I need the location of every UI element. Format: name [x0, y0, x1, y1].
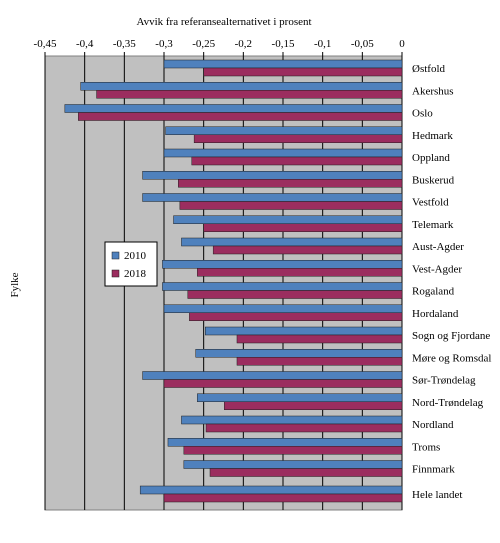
bar-2018-13 — [236, 357, 403, 366]
bar-2010-5 — [142, 171, 403, 180]
bar-2018-10 — [187, 290, 403, 299]
bar-2010-16 — [181, 415, 403, 425]
category-label: Akershus — [412, 85, 454, 97]
bar-2018-6 — [179, 201, 403, 210]
bar-2018-0 — [203, 67, 403, 77]
bar-2018-11 — [189, 312, 403, 321]
y-axis-title: Fylke — [9, 272, 21, 297]
bar-2018-7 — [203, 223, 403, 232]
category-label: Oppland — [412, 152, 450, 164]
category-label: Nord-Trøndelag — [412, 397, 484, 409]
category-label: Rogaland — [412, 286, 455, 298]
category-label: Hedmark — [412, 130, 453, 142]
bar-2010-10 — [162, 282, 403, 291]
bar-2018-17 — [183, 446, 403, 455]
category-label: Hordaland — [412, 308, 459, 320]
legend-label-2010: 2010 — [124, 250, 147, 262]
bar-2010-2 — [64, 104, 403, 113]
category-label: Troms — [412, 441, 440, 453]
bar-2010-19 — [139, 485, 403, 495]
category-label: Telemark — [412, 219, 454, 231]
x-tick-label: -0,4 — [76, 38, 94, 50]
category-label: Sogn og Fjordane — [412, 330, 490, 342]
x-tick-label: -0,45 — [34, 38, 57, 50]
legend-swatch-2018 — [111, 269, 120, 278]
bar-2010-9 — [162, 260, 403, 269]
bar-2010-6 — [142, 193, 403, 202]
bar-2010-0 — [163, 59, 403, 69]
x-tick-label: -0,25 — [192, 38, 215, 50]
legend: 2010 2018 — [104, 241, 158, 287]
bar-2010-4 — [163, 148, 403, 158]
category-label: Oslo — [412, 108, 433, 120]
bar-2010-3 — [165, 126, 403, 135]
x-tick-label: 0 — [399, 38, 405, 50]
x-tick-label: -0,05 — [351, 38, 374, 50]
bar-2018-8 — [212, 245, 403, 255]
x-tick-label: -0,15 — [272, 38, 295, 50]
x-tick-label: -0,2 — [235, 38, 252, 50]
category-label: Aust-Agder — [412, 241, 464, 253]
x-axis-ticks: -0,45 -0,4 -0,35 -0,3 -0,25 -0,2 -0,15 -0,1 -0,0… — [34, 38, 405, 56]
bar-2010-17 — [167, 438, 403, 447]
bars — [64, 59, 403, 503]
category-label: Nordland — [412, 419, 454, 431]
bar-2018-9 — [197, 268, 403, 277]
category-label: Vestfold — [412, 197, 449, 209]
bar-2018-4 — [191, 156, 403, 166]
bar-2010-11 — [163, 304, 403, 313]
bar-2010-1 — [80, 82, 403, 91]
category-label: Østfold — [412, 63, 446, 75]
bar-2018-12 — [236, 334, 403, 344]
bar-2010-14 — [142, 371, 403, 380]
category-label: Finnmark — [412, 464, 455, 476]
x-tick-label: -0,1 — [314, 38, 331, 50]
bar-2010-15 — [197, 393, 403, 402]
bar-2010-12 — [205, 326, 403, 336]
bar-2018-14 — [163, 379, 403, 388]
category-label: Sør-Trøndelag — [412, 375, 476, 387]
category-labels: Østfold Akershus Oslo Hedmark Oppland Buskeru… — [412, 63, 491, 501]
category-label: Møre og Romsdal — [412, 352, 491, 364]
bar-2018-16 — [205, 423, 403, 433]
x-tick-label: -0,35 — [113, 38, 136, 50]
legend-label-2018: 2018 — [124, 268, 147, 280]
category-label: Buskerud — [412, 174, 455, 186]
bar-2010-13 — [195, 349, 403, 358]
bar-2018-15 — [224, 401, 403, 410]
bar-2018-5 — [178, 179, 403, 188]
bar-2010-8 — [181, 237, 403, 247]
bar-2010-18 — [183, 460, 403, 469]
bar-2018-1 — [96, 90, 403, 99]
x-axis-title: Avvik fra referansealternativet i prosen… — [136, 16, 311, 28]
x-tick-label: -0,3 — [155, 38, 173, 50]
category-label: Vest-Agder — [412, 263, 462, 275]
bar-2018-18 — [209, 468, 403, 477]
legend-box — [104, 241, 158, 287]
bar-2018-3 — [193, 134, 403, 143]
category-label: Hele landet — [412, 489, 462, 501]
legend-swatch-2010 — [111, 251, 120, 260]
bar-2018-19 — [163, 493, 403, 503]
bar-2018-2 — [78, 112, 403, 121]
bar-2010-7 — [173, 215, 403, 224]
